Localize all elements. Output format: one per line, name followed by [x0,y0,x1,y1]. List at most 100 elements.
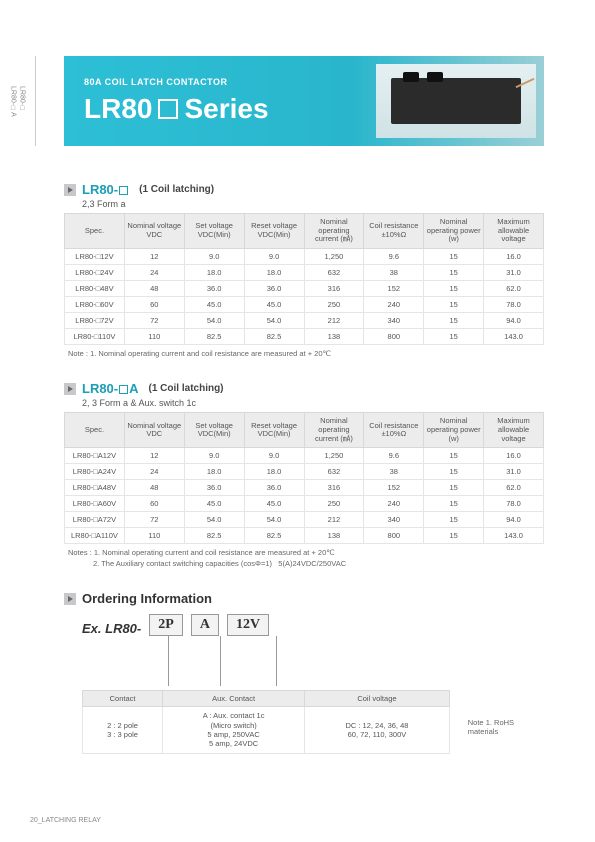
table-cell: 82.5 [244,528,304,544]
table-header: Set voltage VDC(Min) [184,413,244,448]
table-cell: 24 [124,264,184,280]
table-cell: 12 [124,248,184,264]
table-cell: 62.0 [484,280,544,296]
table-cell: 152 [364,280,424,296]
table-cell: 72 [124,312,184,328]
triangle-icon [64,593,76,605]
table-cell: 18.0 [244,264,304,280]
table-cell: 138 [304,528,364,544]
table-cell: 18.0 [184,464,244,480]
table-cell: 94.0 [484,512,544,528]
table-cell: 45.0 [244,296,304,312]
ordering-table: ContactAux. ContactCoil voltage 2 : 2 po… [82,690,450,754]
table-cell: LR80-□A12V [65,448,125,464]
table-header: Nominal operating power (w) [424,413,484,448]
table-cell: 15 [424,296,484,312]
table-cell: 36.0 [184,480,244,496]
table-cell: 316 [304,280,364,296]
table-cell: LR80-□A60V [65,496,125,512]
table-cell: 72 [124,512,184,528]
table-cell: 212 [304,312,364,328]
table-cell: 15 [424,328,484,344]
ordering-example: Ex. LR80- 2P A 12V [82,614,544,636]
hero-title-prefix: LR80 [84,93,152,125]
table-cell: 143.0 [484,328,544,344]
table-cell: 31.0 [484,464,544,480]
code-aux: A [191,614,219,636]
table-cell: 54.0 [184,512,244,528]
table-cell: LR80-□110V [65,328,125,344]
table-cell: 143.0 [484,528,544,544]
table-header: Reset voltage VDC(Min) [244,214,304,249]
table-cell: 36.0 [184,280,244,296]
device-illustration [391,78,521,124]
table-cell: 16.0 [484,448,544,464]
ordering-col: Contact [83,691,163,707]
hero-banner: 80A COIL LATCH CONTACTOR LR80 Series [64,56,544,146]
ordering-header: Ordering Information [64,591,544,606]
table-cell: LR80-□12V [65,248,125,264]
table-cell: 54.0 [184,312,244,328]
table-cell: 250 [304,296,364,312]
table-header: Maximum allowable voltage [484,214,544,249]
table-row: LR80-□48V4836.036.03161521562.0 [65,280,544,296]
table-cell: 632 [304,464,364,480]
table-cell: 316 [304,480,364,496]
table-header: Maximum allowable voltage [484,413,544,448]
table-cell: 632 [304,264,364,280]
table-cell: 110 [124,328,184,344]
table-cell: 78.0 [484,296,544,312]
table-cell: 15 [424,464,484,480]
table-cell: 36.0 [244,280,304,296]
table-cell: 800 [364,328,424,344]
table-cell: 48 [124,480,184,496]
table-header: Nominal voltage VDC [124,214,184,249]
table-header: Coil resistance ±10%Ω [364,214,424,249]
table-row: LR80-□A48V4836.036.03161521562.0 [65,480,544,496]
side-tab-text: LR80-□LR80-□A [8,86,26,117]
side-tab: LR80-□LR80-□A [0,56,36,146]
table-cell: 340 [364,312,424,328]
table-header: Spec. [65,413,125,448]
table-cell: 38 [364,464,424,480]
section2-table: Spec.Nominal voltage VDCSet voltage VDC(… [64,412,544,544]
table-cell: 60 [124,496,184,512]
ordering-title: Ordering Information [82,591,212,606]
table-header: Coil resistance ±10%Ω [364,413,424,448]
ordering-lines [82,636,544,686]
section1-header: LR80- (1 Coil latching) [64,182,544,197]
table-cell: 152 [364,480,424,496]
table-cell: 1,250 [304,248,364,264]
table-cell: 240 [364,296,424,312]
table-cell: 15 [424,312,484,328]
table-row: LR80-□60V6045.045.02502401578.0 [65,296,544,312]
section1-note: (1 Coil latching) [139,184,214,195]
section1-footnote: Note : 1. Nominal operating current and … [68,349,544,360]
table-cell: LR80-□A72V [65,512,125,528]
section1-title: LR80- [82,182,129,197]
section1-form: 2,3 Form a [82,199,544,209]
table-cell: 45.0 [244,496,304,512]
table-row: LR80-□A24V2418.018.0632381531.0 [65,464,544,480]
table-cell: 110 [124,528,184,544]
table-cell: 18.0 [244,464,304,480]
table-cell: 54.0 [244,312,304,328]
table-cell: 15 [424,512,484,528]
table-cell: 340 [364,512,424,528]
ordering-col: Aux. Contact [163,691,305,707]
table-cell: 15 [424,496,484,512]
section2-header: LR80-A (1 Coil latching) [64,381,544,396]
code-contact: 2P [149,614,183,636]
table-cell: 82.5 [184,328,244,344]
table-header: Nominal voltage VDC [124,413,184,448]
table-cell: LR80-□A110V [65,528,125,544]
table-cell: 1,250 [304,448,364,464]
table-cell: 78.0 [484,496,544,512]
table-cell: 9.6 [364,248,424,264]
table-row: LR80-□A72V7254.054.02123401594.0 [65,512,544,528]
table-cell: 18.0 [184,264,244,280]
triangle-icon [64,383,76,395]
section2-footnote: Notes : 1. Nominal operating current and… [68,548,544,569]
table-cell: 60 [124,296,184,312]
rohs-note: Note 1. RoHS materials [468,718,544,736]
